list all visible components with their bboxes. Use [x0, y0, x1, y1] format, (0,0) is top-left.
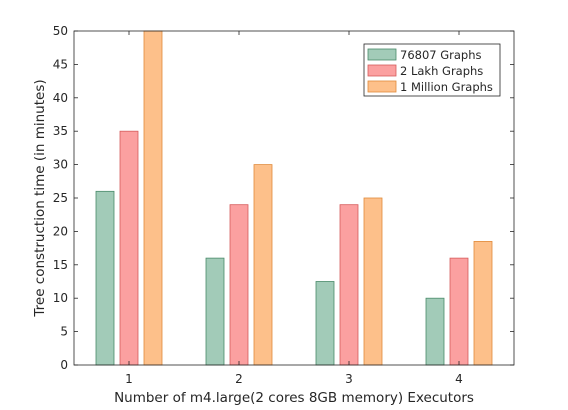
x-tick-label: 1	[125, 372, 133, 386]
legend-swatch-3	[367, 80, 397, 93]
ticks-group: 0 5 10 15 20 25 30 35 40 45 50 1 2 3 4	[53, 24, 514, 386]
bars-group	[95, 30, 493, 366]
y-tick-label: 30	[53, 158, 68, 172]
x-axis-label: Number of m4.large(2 cores 8GB memory) E…	[114, 390, 474, 406]
legend-swatch-1	[367, 48, 397, 61]
y-tick-label: 10	[53, 291, 68, 305]
y-tick-label: 25	[53, 191, 68, 205]
y-axis-label: Tree construction time (in minutes)	[32, 79, 48, 317]
bar-3-1	[143, 30, 163, 366]
y-tick-label: 45	[53, 57, 68, 71]
y-tick-label: 0	[60, 358, 68, 372]
bar-1-3	[315, 281, 335, 366]
x-tick-label: 4	[455, 372, 463, 386]
legend: 76807 Graphs 2 Lakh Graphs 1 Million Graph…	[363, 43, 501, 97]
bar-1-2	[205, 257, 225, 366]
y-tick-label: 5	[60, 325, 68, 339]
y-tick-label: 15	[53, 258, 68, 272]
bar-3-3	[363, 197, 383, 366]
bar-1-4	[425, 297, 445, 366]
bar-1-1	[95, 190, 115, 366]
y-tick-label: 50	[53, 24, 68, 38]
bar-2-2	[229, 204, 249, 366]
bar-3-4	[473, 241, 493, 366]
legend-swatch-2	[367, 64, 397, 77]
y-tick-label: 20	[53, 224, 68, 238]
x-tick-label: 2	[235, 372, 243, 386]
legend-label-1: 76807 Graphs	[400, 48, 482, 62]
legend-label-2: 2 Lakh Graphs	[400, 64, 483, 78]
bar-2-3	[339, 204, 359, 366]
y-tick-label: 40	[53, 91, 68, 105]
legend-label-3: 1 Million Graphs	[400, 80, 493, 94]
bar-3-2	[253, 164, 273, 366]
x-tick-label: 3	[345, 372, 353, 386]
bar-2-1	[119, 130, 139, 366]
bar-2-4	[449, 257, 469, 366]
y-tick-label: 35	[53, 124, 68, 138]
